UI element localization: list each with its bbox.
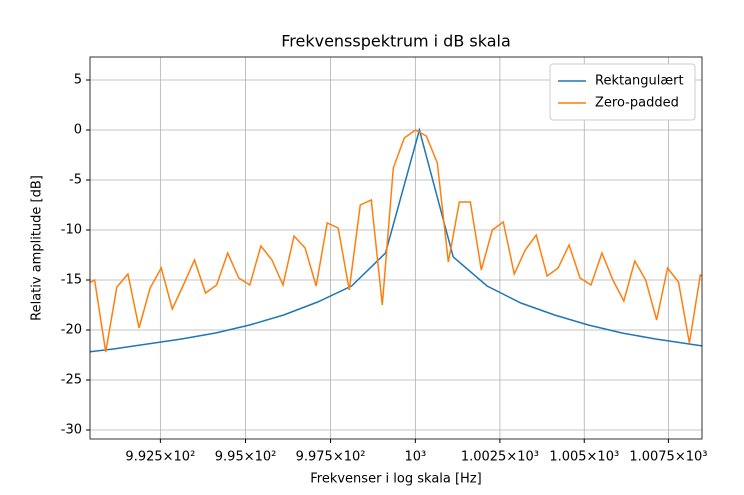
plot-area (90, 127, 702, 353)
chart-title: Frekvensspektrum i dB skala (281, 32, 511, 51)
x-tick-label: 9.925×10² (125, 450, 195, 465)
legend-label: Zero-padded (595, 96, 679, 111)
y-tick-label: -30 (61, 423, 82, 438)
legend-box (549, 63, 696, 121)
series-line (90, 127, 702, 353)
y-tick-label: -25 (61, 373, 82, 388)
y-tick-label: -15 (61, 273, 82, 288)
y-tick-label: -20 (61, 323, 82, 338)
x-axis-label: Frekvenser i log skala [Hz] (310, 472, 481, 487)
legend-label: Rektangulært (595, 74, 684, 89)
x-tick-label: 1.0075×10³ (629, 450, 707, 465)
x-tick-label: 1.005×10³ (549, 450, 619, 465)
x-tick-label: 1.0025×10³ (461, 450, 539, 465)
y-tick-label: -5 (69, 173, 82, 188)
axes-frame (89, 56, 703, 440)
series-line (90, 129, 702, 353)
x-tick-label: 9.95×10² (215, 450, 277, 465)
x-tick-label: 9.975×10² (296, 450, 366, 465)
y-tick-label: 5 (74, 73, 82, 88)
y-axis-label: Relativ amplitude [dB] (30, 175, 45, 321)
y-tick-label: 0 (74, 123, 82, 138)
y-tick-label: -10 (61, 223, 82, 238)
x-tick-label: 10³ (404, 450, 426, 465)
